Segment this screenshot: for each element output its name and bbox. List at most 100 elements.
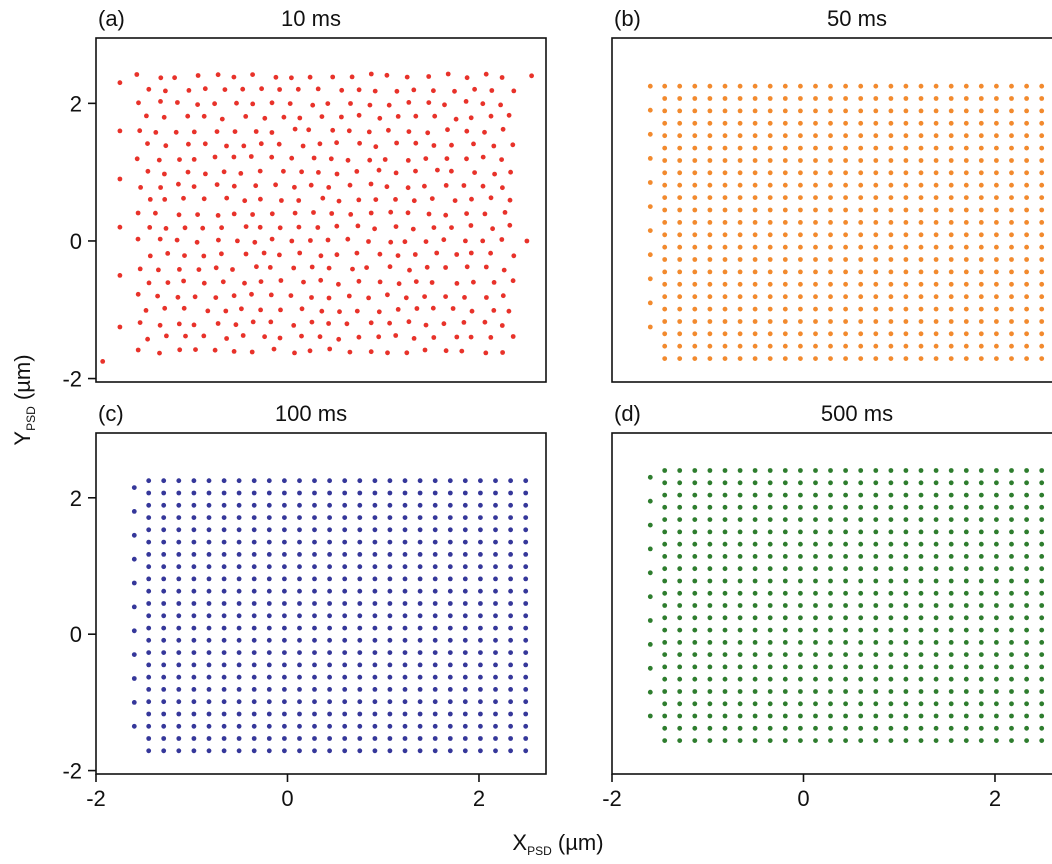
data-point (508, 515, 513, 520)
data-point (508, 699, 513, 705)
data-point (707, 590, 713, 596)
data-point (447, 662, 453, 668)
data-point (752, 590, 758, 596)
data-point (493, 711, 498, 717)
data-point (417, 552, 423, 557)
data-point (692, 145, 698, 151)
data-point (858, 244, 864, 250)
data-point (858, 108, 864, 114)
data-point (692, 220, 698, 225)
data-point (327, 552, 332, 557)
data-point (978, 170, 984, 176)
data-point (206, 539, 212, 545)
data-point (888, 640, 894, 645)
data-point (312, 674, 317, 680)
data-point (387, 576, 393, 582)
data-point (677, 96, 683, 101)
data-point (662, 627, 668, 633)
data-point (752, 578, 758, 584)
data-point (963, 182, 969, 188)
data-point (994, 232, 999, 238)
data-point (146, 539, 152, 545)
data-point (282, 527, 287, 533)
data-point (813, 195, 818, 201)
data-point (782, 615, 788, 621)
data-point (1024, 652, 1029, 657)
data-point (417, 502, 423, 508)
data-point (301, 279, 306, 285)
data-point (978, 207, 984, 213)
data-point (1039, 108, 1045, 114)
data-point (752, 738, 758, 743)
data-point (334, 223, 340, 229)
data-point (443, 183, 449, 188)
data-point (903, 725, 909, 731)
data-point (213, 295, 219, 300)
data-point (376, 167, 382, 173)
data-point (426, 100, 432, 105)
panel-3: (d) 500 ms-2 0 2 (602, 401, 1052, 811)
data-point (312, 478, 317, 484)
data-point (692, 331, 698, 337)
data-point (158, 75, 164, 81)
data-point (240, 86, 246, 92)
data-point (813, 566, 818, 572)
data-point (1039, 504, 1045, 510)
data-point (828, 96, 833, 101)
data-point (994, 480, 999, 486)
panels-group: (a) 10 ms-202(b) 50 ms(c) 100 ms-202-2 0 2(d)… (62, 6, 1052, 811)
data-point (752, 220, 758, 225)
plot-frame (95, 432, 547, 775)
data-point (162, 197, 168, 202)
data-point (191, 748, 197, 754)
data-point (752, 517, 758, 522)
data-point (425, 130, 431, 136)
data-point (373, 197, 379, 203)
data-point (523, 576, 529, 582)
data-point (386, 127, 391, 133)
data-point (242, 280, 247, 286)
data-point (873, 306, 879, 312)
data-point (963, 652, 969, 657)
data-point (873, 182, 879, 188)
data-point (1039, 257, 1045, 262)
data-point (339, 114, 344, 120)
data-point (858, 96, 864, 101)
data-point (493, 527, 498, 533)
data-point (191, 576, 197, 582)
data-point (447, 625, 453, 631)
data-point (978, 504, 984, 510)
data-point (1009, 182, 1014, 188)
data-point (342, 502, 348, 508)
data-point (357, 650, 363, 655)
data-point (647, 642, 653, 647)
data-point (737, 331, 743, 337)
data-point (707, 578, 713, 584)
data-point (978, 306, 984, 312)
data-point (478, 478, 483, 484)
data-point (813, 738, 818, 743)
data-point (858, 83, 864, 89)
data-point (462, 662, 468, 668)
data-point (251, 564, 257, 570)
panel-title: 100 ms (275, 401, 347, 426)
data-point (342, 711, 348, 717)
data-point (508, 711, 513, 717)
data-point (828, 566, 833, 572)
data-point (297, 699, 302, 705)
data-point (297, 576, 302, 582)
data-point (647, 107, 653, 113)
data-point (478, 662, 483, 668)
data-point (948, 294, 954, 300)
data-point (782, 281, 788, 287)
data-point (161, 723, 167, 729)
data-point (417, 650, 423, 655)
data-point (707, 294, 713, 300)
data-point (948, 504, 954, 510)
data-point (677, 640, 683, 645)
data-point (722, 713, 728, 719)
plot-frame (95, 37, 547, 383)
data-point (347, 349, 353, 355)
data-point (402, 650, 408, 655)
data-point (297, 478, 302, 484)
